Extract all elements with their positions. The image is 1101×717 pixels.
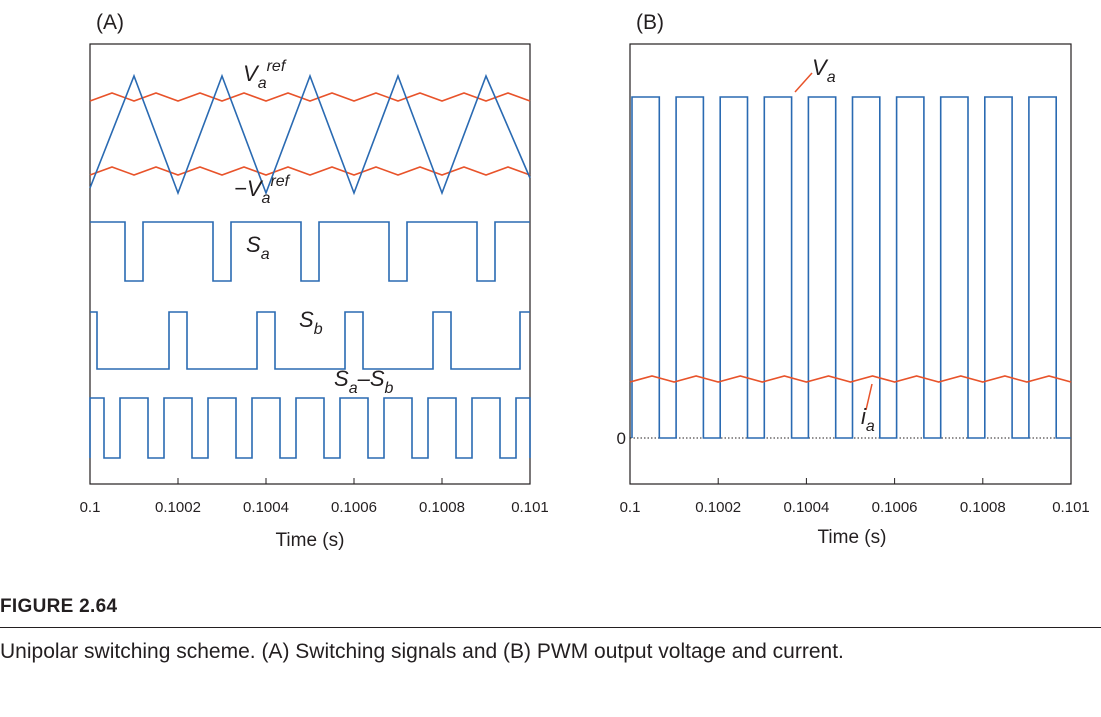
series-sb [90, 311, 530, 370]
panel-a-xlabel: Time (s) [276, 530, 345, 551]
series-sa [90, 221, 530, 282]
panel-a-xtick-label: 0.1004 [243, 499, 289, 516]
panel-a-xtick-label: 0.1008 [419, 499, 465, 516]
panel-b-xtick-label: 0.101 [1052, 499, 1090, 516]
series-neg-va-ref [89, 166, 531, 176]
panel-b: (B) 0 0.1 0.1002 0.1004 0.1006 0.1008 0.101 V… [617, 11, 1090, 548]
panel-b-xtick-label: 0.1002 [695, 499, 741, 516]
panel-b-xticks: 0.1 0.1002 0.1004 0.1006 0.1008 0.101 [620, 478, 1090, 516]
ia-leader [865, 383, 873, 411]
panel-b-frame [629, 43, 1072, 485]
label-ia: ia [861, 404, 875, 435]
panel-a-xtick-label: 0.1002 [155, 499, 201, 516]
label-sb: Sb [299, 307, 323, 338]
panel-a-xticks: 0.1 0.1002 0.1004 0.1006 0.1008 0.101 [80, 478, 549, 516]
label-sa: Sa [246, 232, 270, 263]
panel-a-xtick-label: 0.1 [80, 499, 101, 516]
panel-a: (A) 0.1 0.1002 0.1004 0.1006 0.1008 0.101 Var… [80, 11, 549, 551]
panel-a-label: (A) [96, 11, 124, 34]
panel-a-series [89, 73, 531, 459]
series-va-ref [89, 92, 531, 102]
panel-b-xtick-label: 0.1008 [960, 499, 1006, 516]
caption-text: Unipolar switching scheme. (A) Switching… [0, 640, 844, 663]
series-sa-minus-sb [89, 397, 531, 459]
label-neg-va-ref: −Varef [234, 173, 291, 207]
panel-b-xtick-label: 0.1004 [783, 499, 829, 516]
figure: (A) 0.1 0.1002 0.1004 0.1006 0.1008 0.101 Var… [80, 11, 1090, 551]
label-va: Va [812, 55, 836, 86]
caption-title: FIGURE 2.64 [0, 596, 118, 617]
series-ia [629, 375, 1072, 383]
panel-a-frame [89, 43, 531, 485]
panel-b-xtick-label: 0.1 [620, 499, 641, 516]
panel-a-xtick-label: 0.1006 [331, 499, 377, 516]
ytick-zero: 0 [617, 429, 626, 448]
panel-b-xlabel: Time (s) [818, 527, 887, 548]
panel-b-series [629, 96, 1072, 439]
series-va [631, 96, 1071, 439]
caption-divider [0, 627, 1101, 628]
panel-b-label: (B) [636, 11, 664, 34]
panel-a-xtick-label: 0.101 [511, 499, 549, 516]
series-carrier [89, 73, 531, 196]
label-va-ref: Varef [243, 58, 287, 92]
label-sa-sb: Sa–Sb [334, 366, 394, 397]
va-leader [794, 72, 813, 93]
panel-b-xtick-label: 0.1006 [872, 499, 918, 516]
